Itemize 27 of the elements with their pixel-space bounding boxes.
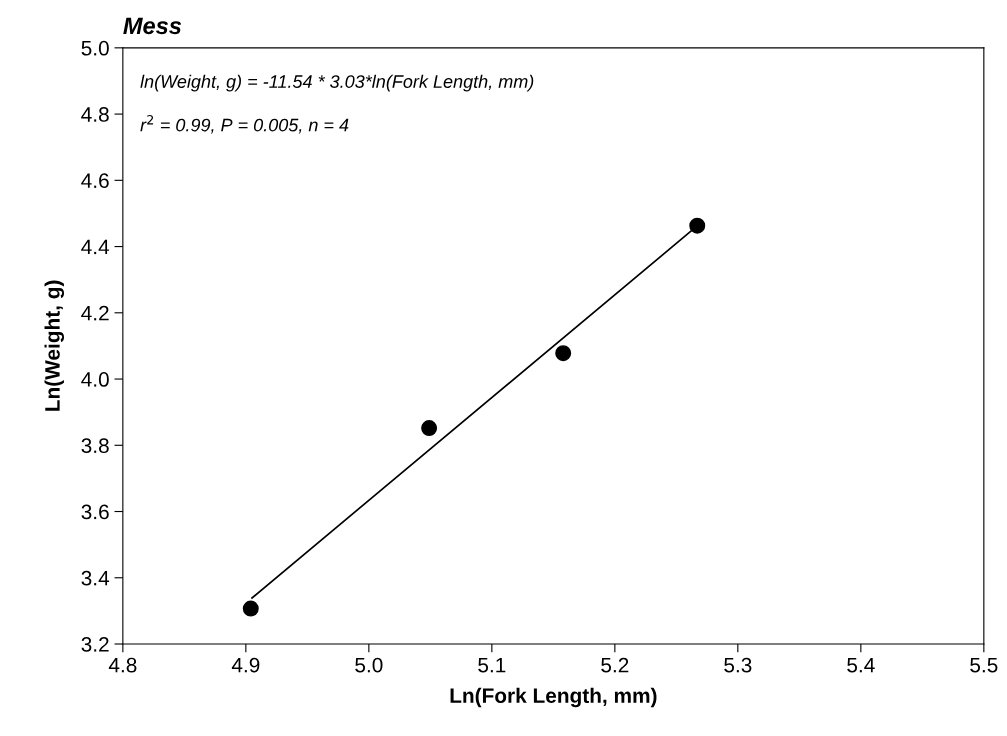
y-tick-label: 4.2	[81, 305, 109, 321]
point	[689, 217, 706, 234]
y-tick-label: 5.0	[81, 40, 109, 56]
y-tick-label: 3.6	[81, 504, 109, 520]
y-tick-label: 3.4	[81, 570, 110, 586]
x-tick-label: 4.8	[108, 657, 137, 673]
y-tick-label: 3.2	[81, 637, 109, 652]
x-axis-title: Ln(Fork Length, mm)	[450, 687, 657, 708]
x-tick-label: 5.5	[970, 657, 998, 673]
chart-title: Mess	[123, 17, 182, 35]
y-axis-title: Ln(Weight, g)	[44, 280, 65, 411]
x-tick-label: 4.9	[231, 657, 260, 673]
point	[242, 600, 259, 617]
y-tick-label: 4.0	[81, 372, 109, 387]
x-tick-label: 5.3	[724, 657, 752, 673]
annotation: ln(Weight, g) = -11.54 * 3.03*ln(Fork Length, mm)	[140, 74, 534, 92]
x-tick-label: 5.1	[478, 657, 506, 673]
y-tick-label: 4.6	[81, 173, 109, 189]
y-tick-label: 3.8	[81, 438, 109, 454]
x-tick-label: 5.4	[847, 657, 875, 673]
annotation: r$^{2}$ = 0.99, P = 0.005, n = 4	[140, 115, 349, 134]
y-tick-label: 4.4	[81, 239, 110, 255]
y-tick-label: 4.8	[81, 107, 109, 122]
point	[421, 420, 438, 437]
x-tick-label: 5.2	[601, 657, 629, 673]
point	[555, 345, 572, 362]
x-tick-label: 5.0	[355, 657, 383, 673]
